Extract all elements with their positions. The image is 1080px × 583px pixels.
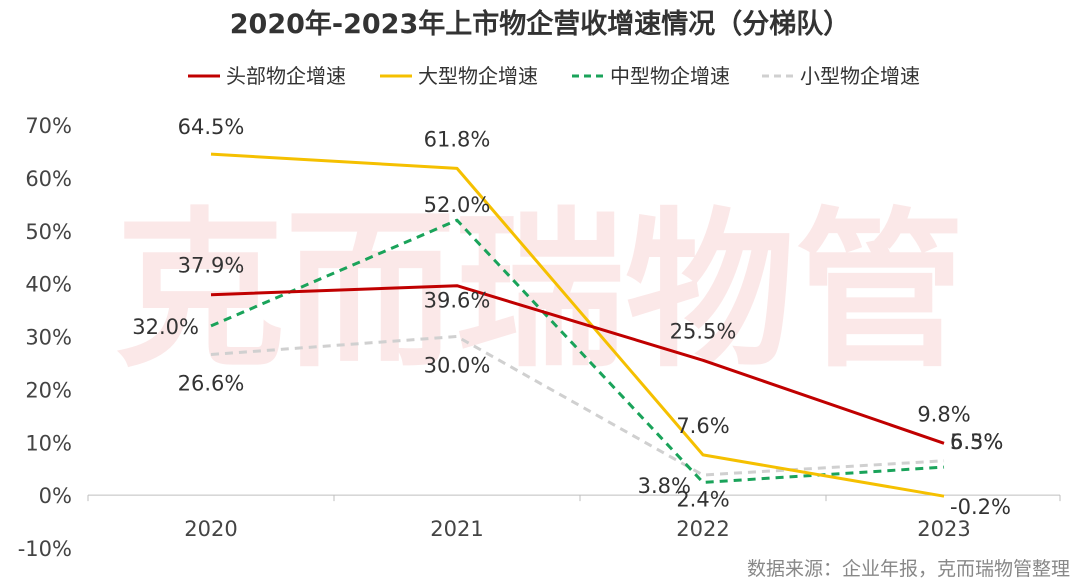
y-tick-label: 30% <box>25 326 72 350</box>
data-label: 64.5% <box>178 115 245 139</box>
legend-label-1: 头部物企增速 <box>226 64 346 88</box>
data-label: 5.3% <box>950 430 1003 454</box>
data-label: 26.6% <box>178 371 245 395</box>
data-label: 37.9% <box>178 254 245 278</box>
y-tick-label: 40% <box>25 273 72 297</box>
data-label: 9.8% <box>917 402 970 426</box>
data-label: 39.6% <box>424 289 491 313</box>
data-label: 30.0% <box>424 354 491 378</box>
x-tick-label: 2023 <box>917 517 970 541</box>
series-line-4 <box>210 335 945 477</box>
watermark-text: 克而瑞物管 <box>115 193 965 391</box>
y-tick-label: 70% <box>25 114 72 138</box>
data-label: 2.4% <box>676 487 729 511</box>
series-line-2 <box>210 152 945 498</box>
data-label: 25.5% <box>670 319 737 343</box>
data-label: 52.0% <box>424 193 491 217</box>
data-label: 3.8% <box>638 474 691 498</box>
series-line-1 <box>210 284 945 445</box>
y-tick-label: 20% <box>25 378 72 402</box>
legend-label-3: 中型物企增速 <box>610 64 730 88</box>
y-tick-label: -10% <box>18 537 72 561</box>
y-tick-label: 50% <box>25 220 72 244</box>
x-tick-label: 2021 <box>430 517 483 541</box>
data-label: 7.6% <box>676 414 729 438</box>
x-tick-label: 2022 <box>676 517 729 541</box>
legend-label-2: 大型物企增速 <box>418 64 538 88</box>
legend-label-4: 小型物企增速 <box>800 64 920 88</box>
y-tick-label: 0% <box>39 484 72 508</box>
data-label: 32.0% <box>132 315 199 339</box>
y-tick-label: 10% <box>25 431 72 455</box>
y-tick-label: 60% <box>25 167 72 191</box>
x-tick-label: 2020 <box>184 517 237 541</box>
data-label: 61.8% <box>424 127 491 151</box>
data-label: 6.5% <box>950 430 1003 454</box>
source-note: 数据来源：企业年报，克而瑞物管整理 <box>747 558 1070 580</box>
chart-title: 2020年-2023年上市物企营收增速情况（分梯队） <box>230 8 851 40</box>
data-label: -0.2% <box>950 495 1011 519</box>
